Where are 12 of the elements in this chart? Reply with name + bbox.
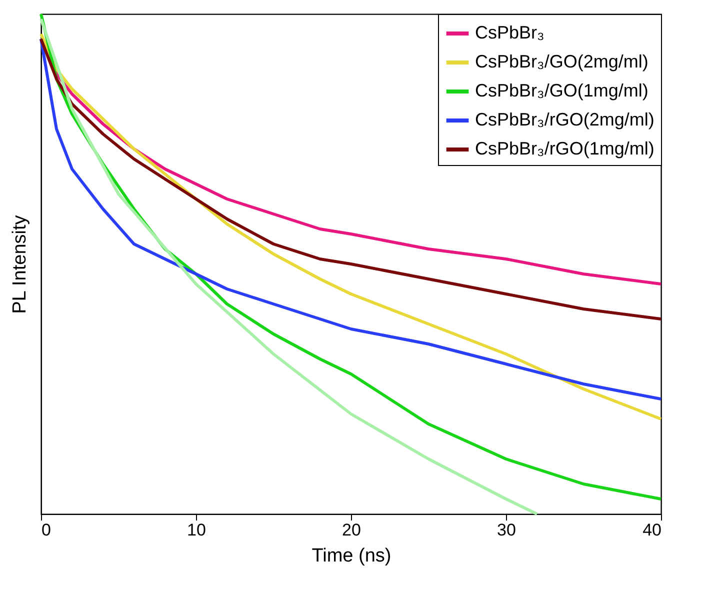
x-tick-label: 40 xyxy=(642,520,662,540)
y-axis-title: PL Intensity xyxy=(10,214,30,314)
legend-label: CsPbBr₃ xyxy=(475,22,544,42)
x-tick-label: 30 xyxy=(497,520,516,540)
legend-label: CsPbBr₃/rGO(1mg/ml) xyxy=(475,138,654,158)
legend-label: CsPbBr₃/GO(2mg/ml) xyxy=(475,52,648,72)
x-tick-label: 20 xyxy=(342,520,361,540)
x-axis-title: Time (ns) xyxy=(312,546,392,566)
x-tick-label: 10 xyxy=(187,520,206,540)
x-tick-label: 0 xyxy=(42,520,51,540)
legend-label: CsPbBr₃/GO(1mg/ml) xyxy=(475,80,648,100)
legend-label: CsPbBr₃/rGO(2mg/ml) xyxy=(475,110,654,130)
